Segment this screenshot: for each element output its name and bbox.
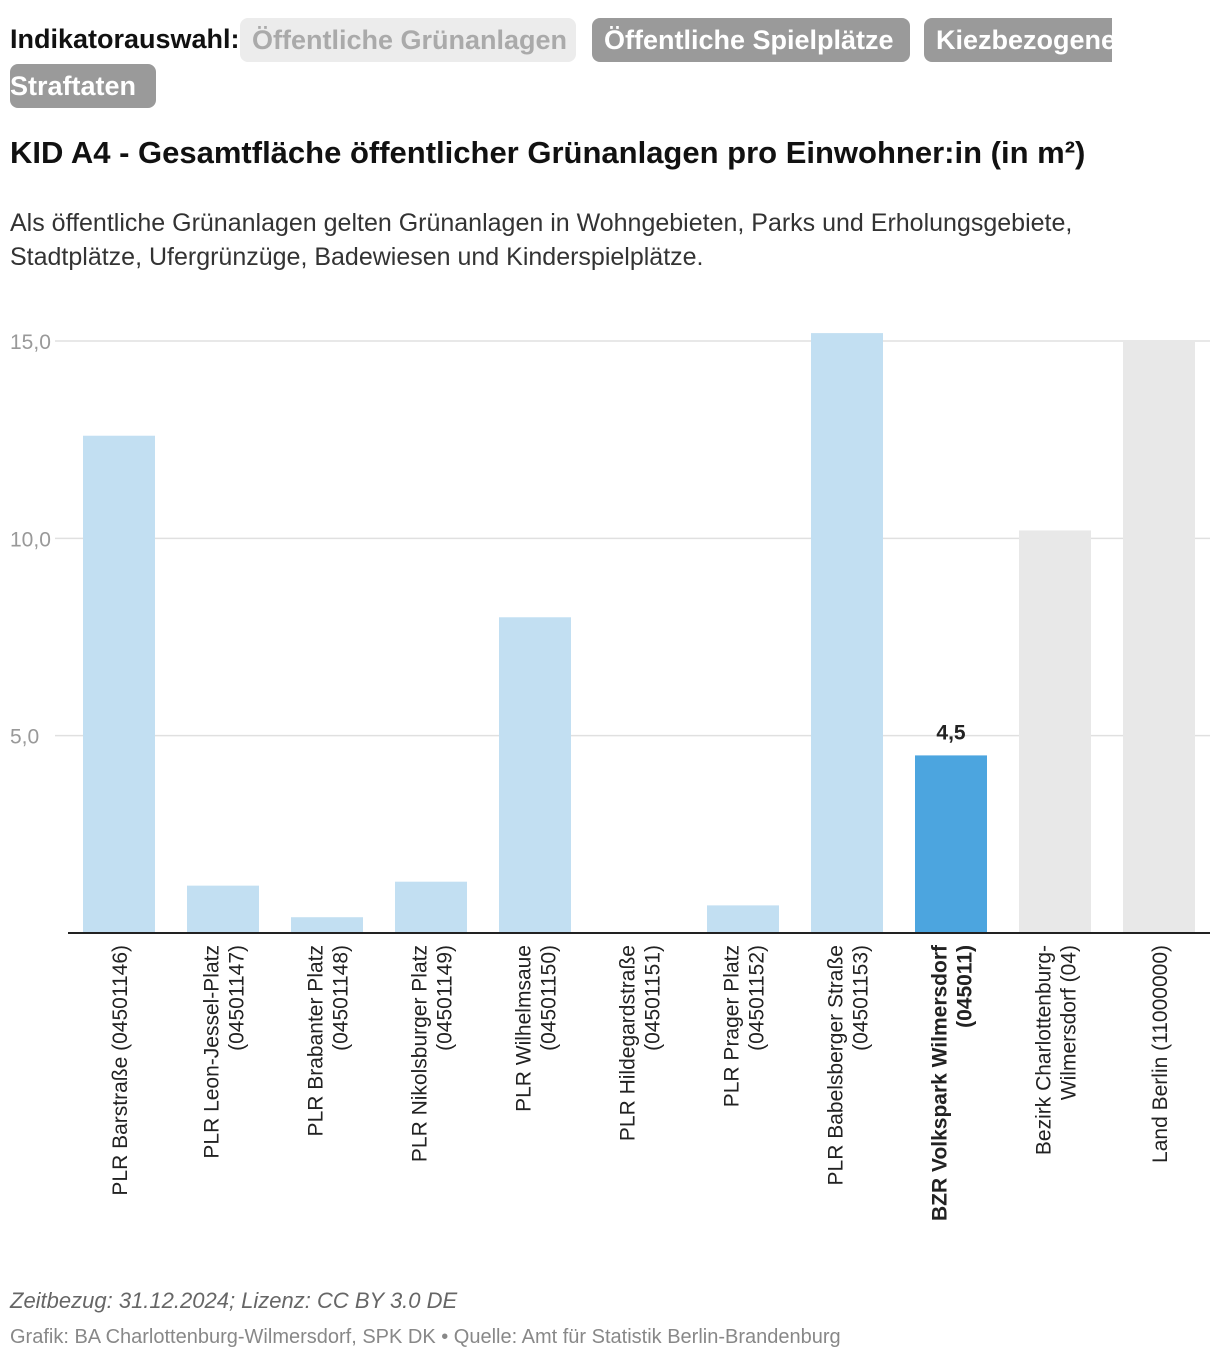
y-tick-label: 5,0 — [10, 726, 39, 749]
category-label-line: (04501151) — [642, 945, 665, 1051]
category-label-line: PLR Leon-Jessel-Platz — [201, 945, 224, 1159]
category-label-line: Land Berlin (11000000) — [1149, 945, 1172, 1163]
bars: 4,5 — [68, 333, 1210, 934]
category-label-line: Wilmersdorf (04) — [1058, 945, 1081, 1100]
category-label-line: (04501153) — [850, 945, 873, 1051]
category-label: PLR Brabanter Platz (04501148) — [305, 945, 353, 1136]
category-label: Land Berlin (11000000) — [1149, 945, 1172, 1163]
category-label-line: BZR Volkspark Wilmersdorf — [929, 944, 952, 1221]
category-label-line: (04501149) — [434, 945, 457, 1051]
category-label-line: PLR Wilhelmsaue — [513, 945, 536, 1112]
bar[interactable] — [707, 905, 779, 933]
category-label-line: PLR Barstraße (04501146) — [109, 945, 132, 1196]
category-labels: PLR Barstraße (04501146) PLR Leon-Jessel-… — [109, 944, 1172, 1221]
category-label: PLR Wilhelmsaue (04501150) — [513, 945, 561, 1112]
indicator-option-straftaten[interactable]: Kiezbezogene — [924, 18, 1112, 62]
y-tick-label: 10,0 — [10, 528, 51, 551]
chart-description: Als öffentliche Grünanlagen gelten Grüna… — [10, 209, 1073, 271]
category-label-line: PLR Brabanter Platz — [305, 945, 328, 1136]
indicator-selector-label: Indikatorauswahl: — [10, 24, 240, 54]
bar[interactable] — [915, 755, 987, 933]
indicator-selector: Indikatorauswahl: Öffentliche Grünanlage… — [10, 10, 1112, 110]
category-label: PLR Hildegardstraße (04501151) — [617, 945, 665, 1141]
y-tick-label: 15,0 — [10, 331, 51, 354]
category-label-line: PLR Hildegardstraße — [617, 945, 640, 1141]
bar[interactable] — [83, 435, 155, 933]
category-label: PLR Barstraße (04501146) — [109, 945, 132, 1196]
indicator-option-spielplaetze[interactable]: Öffentliche Spielplätze — [592, 18, 910, 62]
bar[interactable] — [499, 617, 571, 933]
gridlines: 5,0 10,0 15,0 — [10, 331, 1210, 749]
category-label: PLR Leon-Jessel-Platz (04501147) — [201, 945, 249, 1159]
bar[interactable] — [395, 881, 467, 933]
chart-title: KID A4 - Gesamtfläche öffentlicher Grüna… — [10, 135, 1086, 170]
bar[interactable] — [187, 885, 259, 933]
category-label-line: PLR Nikolsburger Platz — [409, 945, 432, 1162]
footer-reference: Zeitbezug: 31.12.2024; Lizenz: CC BY 3.0… — [10, 1288, 458, 1313]
footer-source: Grafik: BA Charlottenburg-Wilmersdorf, S… — [10, 1326, 841, 1348]
category-label: PLR Nikolsburger Platz (04501149) — [409, 945, 457, 1162]
bar-value-label: 4,5 — [936, 721, 966, 744]
category-label-line: (045011) — [954, 945, 977, 1028]
bar-chart: 5,0 10,0 15,0 4,5 PLR Barstraße (04501146)… — [10, 331, 1210, 1221]
category-label: Bezirk Charlottenburg- Wilmersdorf (04) — [1033, 945, 1081, 1155]
category-label-line: (04501152) — [746, 945, 769, 1051]
indicator-option-gruenanlagen[interactable]: Öffentliche Grünanlagen — [240, 18, 576, 62]
bar[interactable] — [1123, 341, 1195, 933]
category-label-line: PLR Babelsberger Straße — [825, 945, 848, 1185]
category-label-line: PLR Prager Platz — [721, 945, 744, 1107]
bar[interactable] — [811, 333, 883, 933]
category-label: BZR Volkspark Wilmersdorf (045011) — [929, 944, 977, 1221]
bar[interactable] — [1019, 530, 1091, 933]
category-label: PLR Babelsberger Straße (04501153) — [825, 945, 873, 1185]
category-label: PLR Prager Platz (04501152) — [721, 945, 769, 1107]
category-label-line: (04501147) — [226, 945, 249, 1051]
indicator-option-straftaten-continued[interactable]: Straftaten — [10, 64, 156, 108]
bar[interactable] — [291, 917, 363, 933]
category-label-line: Bezirk Charlottenburg- — [1033, 945, 1056, 1155]
category-label-line: (04501148) — [330, 945, 353, 1051]
category-label-line: (04501150) — [538, 945, 561, 1051]
